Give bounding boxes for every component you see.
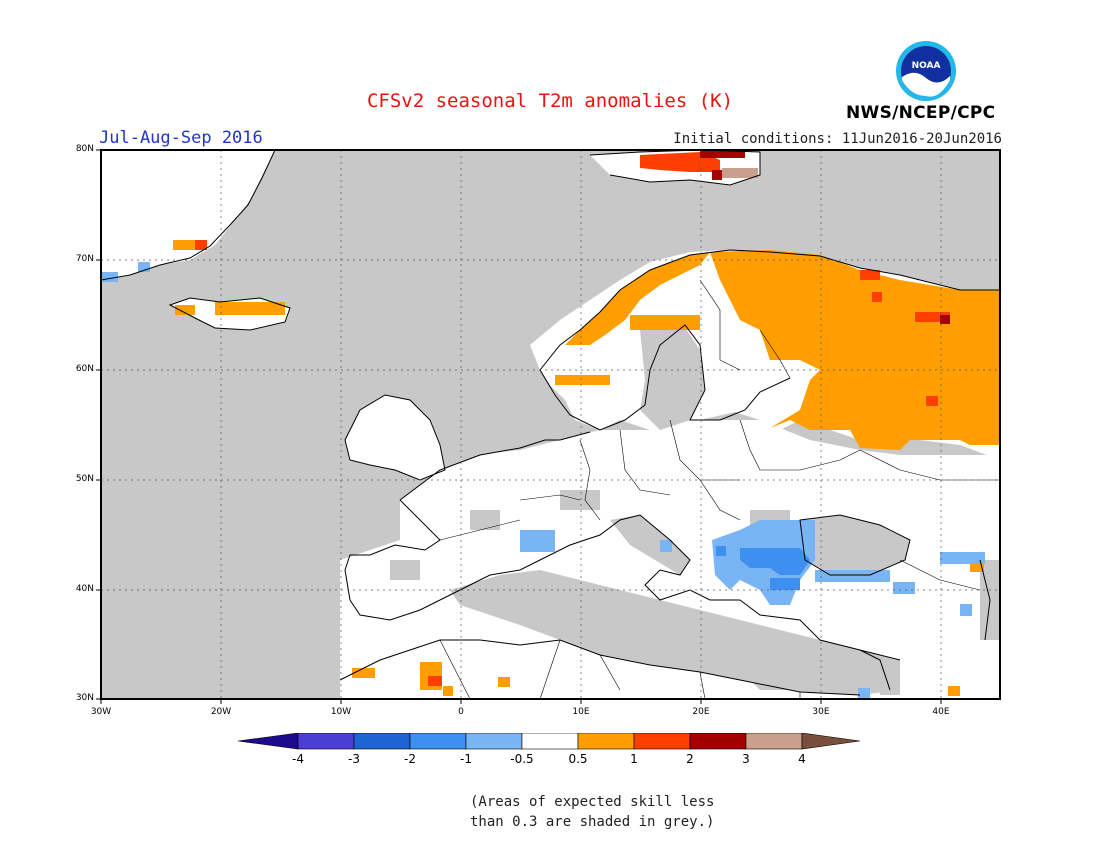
legend-swatch bbox=[409, 733, 467, 750]
map-frame bbox=[100, 149, 1001, 700]
color-legend bbox=[238, 733, 861, 750]
legend-swatch-gt-4 bbox=[801, 733, 861, 750]
lon-label: 40E bbox=[932, 707, 950, 717]
skill-footnote: (Areas of expected skill less than 0.3 a… bbox=[470, 792, 714, 832]
legend-label: -3 bbox=[348, 752, 360, 766]
lat-label: 60N bbox=[75, 364, 94, 374]
lon-label: 10W bbox=[330, 707, 352, 717]
legend-label: -1 bbox=[460, 752, 472, 766]
lon-label: 10E bbox=[572, 707, 590, 717]
anomaly-blue bbox=[716, 546, 810, 590]
low-skill-areas bbox=[390, 320, 1000, 695]
lat-label: 40N bbox=[75, 584, 94, 594]
anomaly-tan bbox=[722, 168, 758, 178]
country-borders bbox=[439, 279, 1000, 700]
legend-label: 1 bbox=[630, 752, 638, 766]
lon-label: 30W bbox=[90, 707, 112, 717]
gridlines bbox=[101, 150, 1000, 699]
footnote-line-1: (Areas of expected skill less bbox=[470, 794, 715, 810]
noaa-logo-text: NOAA bbox=[912, 61, 941, 71]
legend-swatch bbox=[297, 733, 355, 750]
lon-label: 20W bbox=[210, 707, 232, 717]
lon-label: 0 bbox=[458, 707, 464, 717]
lat-label: 30N bbox=[75, 693, 94, 703]
legend-swatch bbox=[353, 733, 411, 750]
lat-label: 70N bbox=[75, 254, 94, 264]
footnote-line-2: than 0.3 are shaded in grey.) bbox=[470, 814, 715, 830]
lon-label: 20E bbox=[692, 707, 710, 717]
lat-label: 50N bbox=[75, 474, 94, 484]
forecast-period: Jul-Aug-Sep 2016 bbox=[99, 128, 263, 148]
legend-swatch bbox=[577, 733, 635, 750]
legend-swatch bbox=[745, 733, 803, 750]
anomaly-darkred bbox=[700, 150, 950, 324]
legend-swatch-lt-4 bbox=[238, 733, 299, 750]
legend-swatch bbox=[633, 733, 691, 750]
lon-label: 30E bbox=[812, 707, 830, 717]
map-title: CFSv2 seasonal T2m anomalies (K) bbox=[366, 90, 734, 112]
initial-conditions: Initial conditions: 11Jun2016-20Jun2016 bbox=[673, 131, 1002, 147]
legend-label: 0.5 bbox=[568, 752, 588, 766]
legend-swatch bbox=[521, 733, 579, 750]
legend-label: -2 bbox=[404, 752, 416, 766]
legend-label: 3 bbox=[742, 752, 750, 766]
legend-label: 2 bbox=[686, 752, 694, 766]
legend-swatch bbox=[689, 733, 747, 750]
legend-label: -0.5 bbox=[510, 752, 534, 766]
legend-label: -4 bbox=[292, 752, 304, 766]
agency-label: NWS/NCEP/CPC bbox=[846, 103, 996, 123]
legend-label: 4 bbox=[798, 752, 806, 766]
noaa-logo: NOAA bbox=[896, 41, 956, 101]
lat-label: 80N bbox=[75, 144, 94, 154]
legend-swatch bbox=[465, 733, 523, 750]
